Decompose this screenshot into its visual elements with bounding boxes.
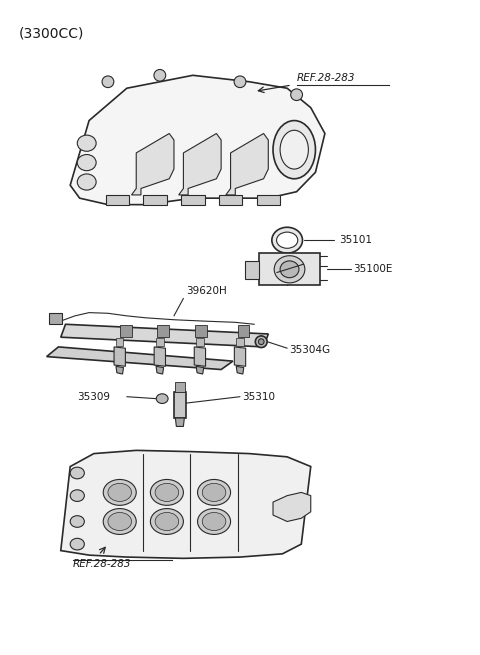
Ellipse shape	[198, 479, 230, 506]
Polygon shape	[259, 253, 320, 286]
Text: REF.28-283: REF.28-283	[72, 559, 131, 569]
Ellipse shape	[155, 483, 179, 502]
Polygon shape	[256, 195, 280, 204]
Ellipse shape	[273, 121, 315, 179]
Text: 35310: 35310	[242, 392, 276, 402]
Ellipse shape	[154, 69, 166, 81]
Polygon shape	[132, 134, 174, 195]
Bar	[196, 338, 204, 346]
Text: 39620H: 39620H	[186, 286, 227, 297]
Ellipse shape	[202, 483, 226, 502]
Bar	[195, 325, 207, 337]
Bar	[156, 338, 164, 346]
Bar	[236, 338, 244, 346]
Polygon shape	[47, 347, 233, 369]
Bar	[120, 325, 132, 337]
Ellipse shape	[156, 394, 168, 403]
Polygon shape	[154, 347, 166, 366]
Polygon shape	[61, 451, 311, 558]
Polygon shape	[226, 134, 268, 195]
Ellipse shape	[70, 538, 84, 550]
Polygon shape	[106, 195, 129, 204]
Polygon shape	[174, 392, 186, 418]
Polygon shape	[236, 366, 244, 374]
Ellipse shape	[103, 479, 136, 506]
Polygon shape	[181, 195, 204, 204]
Ellipse shape	[198, 508, 230, 534]
Ellipse shape	[77, 174, 96, 190]
Polygon shape	[175, 418, 184, 426]
Ellipse shape	[274, 255, 305, 283]
Ellipse shape	[280, 130, 308, 169]
Ellipse shape	[291, 89, 302, 100]
Ellipse shape	[108, 483, 132, 502]
Polygon shape	[144, 195, 167, 204]
Ellipse shape	[70, 467, 84, 479]
Ellipse shape	[155, 512, 179, 531]
Ellipse shape	[276, 232, 298, 248]
Ellipse shape	[103, 508, 136, 534]
Ellipse shape	[108, 512, 132, 531]
Bar	[157, 325, 169, 337]
Text: 35309: 35309	[77, 392, 110, 402]
Bar	[175, 383, 185, 392]
Ellipse shape	[102, 76, 114, 88]
Ellipse shape	[280, 261, 299, 278]
Text: 35304G: 35304G	[289, 345, 331, 355]
Ellipse shape	[255, 336, 267, 348]
Bar	[49, 312, 62, 324]
Polygon shape	[219, 195, 242, 204]
Bar	[116, 338, 123, 346]
Ellipse shape	[70, 490, 84, 502]
Bar	[238, 325, 250, 337]
Polygon shape	[179, 134, 221, 195]
Ellipse shape	[202, 512, 226, 531]
Polygon shape	[116, 366, 123, 374]
Ellipse shape	[77, 155, 96, 171]
Polygon shape	[70, 75, 325, 204]
Bar	[245, 261, 259, 279]
Text: 35101: 35101	[339, 235, 372, 245]
Text: REF.28-283: REF.28-283	[297, 73, 355, 83]
Polygon shape	[196, 366, 204, 374]
Ellipse shape	[150, 508, 183, 534]
Polygon shape	[273, 493, 311, 521]
Text: (3300CC): (3300CC)	[18, 27, 84, 41]
Ellipse shape	[234, 76, 246, 88]
Ellipse shape	[150, 479, 183, 506]
Text: 35100E: 35100E	[353, 265, 393, 274]
Polygon shape	[61, 324, 268, 347]
Ellipse shape	[272, 227, 302, 253]
Ellipse shape	[70, 515, 84, 527]
Ellipse shape	[77, 135, 96, 151]
Polygon shape	[234, 347, 246, 366]
Polygon shape	[114, 347, 125, 366]
Polygon shape	[194, 347, 205, 366]
Ellipse shape	[258, 339, 264, 345]
Polygon shape	[156, 366, 164, 374]
